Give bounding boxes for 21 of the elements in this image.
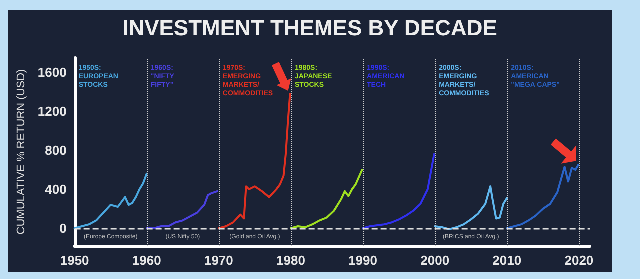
x-tick-label: 2000 — [420, 253, 450, 268]
line-series — [362, 153, 436, 230]
y-axis-title: CUMULATIVE % RETURN (USD) — [16, 69, 28, 235]
chart-title: INVESTMENT THEMES BY DECADE — [122, 16, 498, 40]
line-series — [290, 169, 364, 230]
x-tick-label: 1990 — [348, 253, 378, 268]
x-tick-label: 2010 — [492, 253, 522, 268]
line-series — [146, 190, 218, 230]
y-tick-label: 0 — [60, 220, 67, 236]
y-tick-label: 1200 — [38, 104, 67, 120]
y-tick-label: 400 — [45, 182, 67, 198]
line-series — [506, 164, 580, 230]
x-tick-label: 1970 — [204, 253, 234, 268]
x-tick-label: 1960 — [132, 253, 162, 268]
y-tick-label: 1600 — [38, 65, 67, 80]
line-series — [434, 186, 508, 230]
line-series — [74, 172, 148, 230]
x-tick-label: 1950 — [60, 253, 90, 268]
y-tick-label: 800 — [45, 143, 67, 158]
x-tick-label: 1980 — [276, 253, 306, 268]
x-tick-label: 2020 — [564, 253, 594, 268]
